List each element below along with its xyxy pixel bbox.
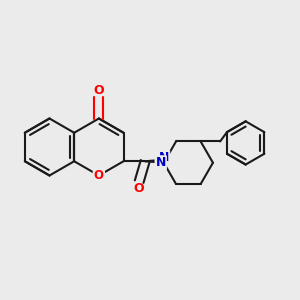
Text: N: N	[159, 151, 170, 164]
Text: O: O	[94, 84, 104, 97]
Text: N: N	[156, 156, 166, 169]
Text: O: O	[94, 169, 104, 182]
Text: O: O	[134, 182, 145, 195]
